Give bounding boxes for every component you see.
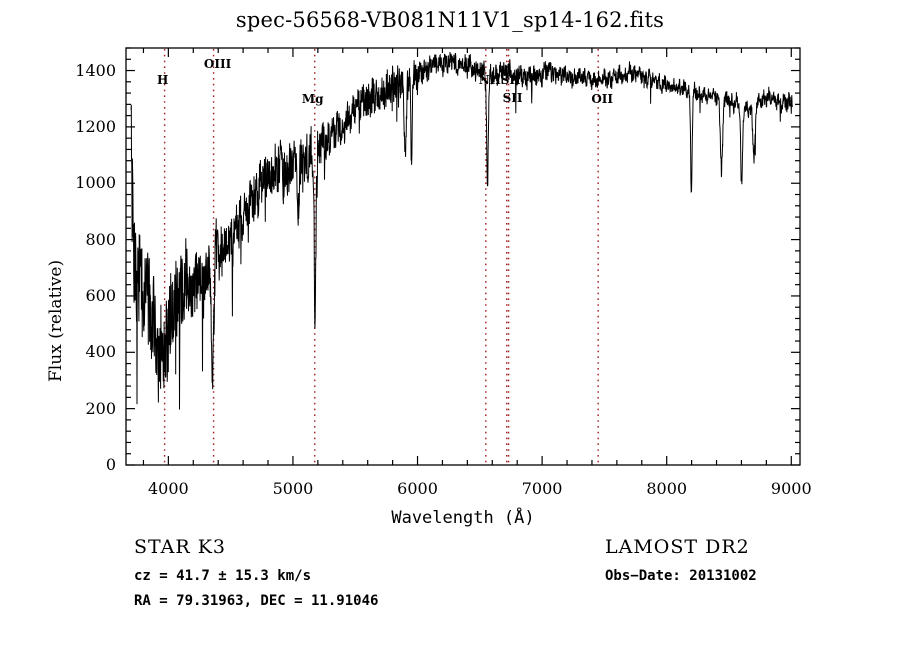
line-label-h-0: H — [156, 73, 169, 87]
y-tick-label-0: 0 — [105, 455, 116, 474]
y-tick-label-1400: 1400 — [75, 60, 116, 80]
y-tick-label-400: 400 — [85, 342, 116, 362]
object-type: STAR K3 — [134, 536, 226, 558]
axis-box — [125, 47, 801, 466]
line-label-mg-2: Mg — [301, 92, 324, 106]
line-label-oii-6: OII — [591, 92, 614, 106]
footer-right: LAMOST DR2 Obs−Date: 20131002 — [605, 536, 757, 593]
y-tick-label-200: 200 — [85, 398, 116, 418]
axis-ticks — [126, 47, 800, 466]
y-tick-label-1200: 1200 — [75, 116, 116, 136]
x-tick-label-5000: 5000 — [272, 479, 314, 498]
line-label-sii-5: SII — [502, 91, 523, 105]
line-label-nii-3: NII — [478, 73, 501, 87]
y-tick-label-800: 800 — [85, 229, 116, 249]
y-tick-label-1000: 1000 — [75, 173, 116, 193]
x-tick-label-6000: 6000 — [397, 479, 438, 498]
x-tick-label-8000: 8000 — [646, 479, 688, 498]
line-label-oiii-1: OIII — [203, 57, 232, 71]
redshift-velocity: cz = 41.7 ± 15.3 km/s — [134, 568, 312, 584]
y-tick-label-600: 600 — [85, 285, 116, 305]
x-axis-title: Wavelength (Å) — [391, 508, 535, 528]
page-title: spec-56568-VB081N11V1_sp14-162.fits — [235, 8, 665, 32]
observation-date: Obs−Date: 20131002 — [605, 568, 757, 584]
spectrum-trace — [130, 51, 793, 410]
line-label-sii-4: SII — [500, 73, 521, 87]
x-tick-label-9000: 9000 — [770, 479, 812, 498]
x-tick-label-7000: 7000 — [521, 479, 563, 498]
x-tick-label-4000: 4000 — [147, 479, 189, 498]
footer-left: STAR K3 cz = 41.7 ± 15.3 km/s RA = 79.31… — [134, 536, 378, 618]
coordinates: RA = 79.31963, DEC = 11.91046 — [134, 593, 379, 609]
survey-name: LAMOST DR2 — [605, 536, 750, 558]
